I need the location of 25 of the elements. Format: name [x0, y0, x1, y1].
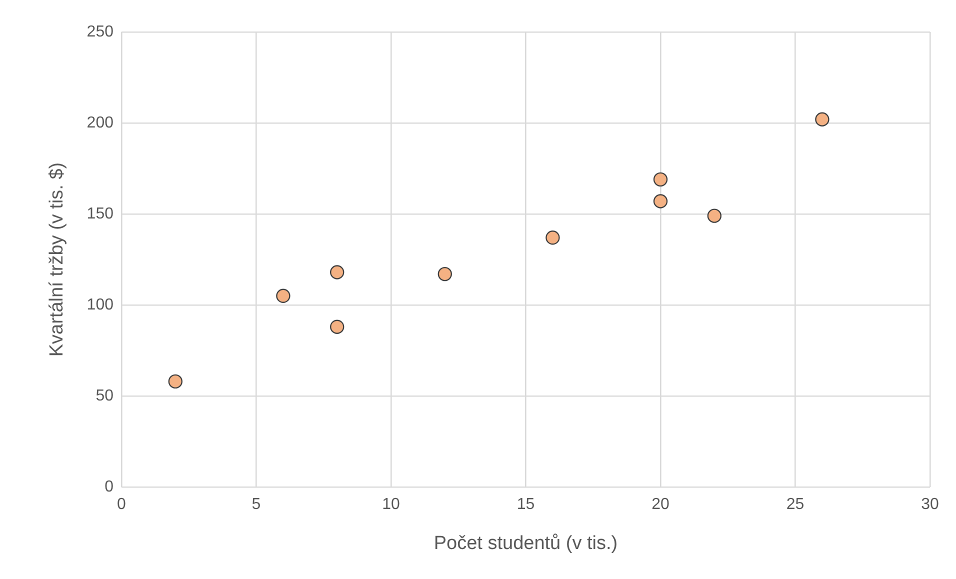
- y-axis-title: Kvartální tržby (v tis. $): [46, 162, 68, 357]
- point: [707, 208, 722, 223]
- x-tick-label: 25: [786, 496, 804, 514]
- point: [330, 320, 344, 334]
- y-tick-label: 200: [86, 114, 114, 132]
- point: [546, 230, 560, 245]
- point: [168, 374, 182, 389]
- point: [438, 266, 452, 282]
- point: [653, 172, 668, 187]
- y-tick-label: 50: [96, 387, 114, 404]
- y-tick-label: 100: [86, 296, 114, 314]
- x-tick-label: 15: [516, 496, 535, 514]
- x-axis-title: Počet studentů (v tis.): [434, 532, 618, 554]
- point: [330, 265, 344, 280]
- y-tick-label: 0: [104, 478, 114, 496]
- x-tick-label: 20: [652, 496, 670, 514]
- point: [653, 194, 668, 208]
- y-tick-label: 150: [86, 205, 114, 222]
- x-tick-label: 10: [382, 496, 400, 514]
- point: [815, 112, 830, 126]
- x-tick-label: 30: [921, 496, 939, 514]
- x-tick-label: 5: [252, 496, 261, 514]
- y-tick-label: 250: [86, 23, 114, 40]
- point: [276, 288, 290, 303]
- x-tick-label: 0: [117, 496, 126, 514]
